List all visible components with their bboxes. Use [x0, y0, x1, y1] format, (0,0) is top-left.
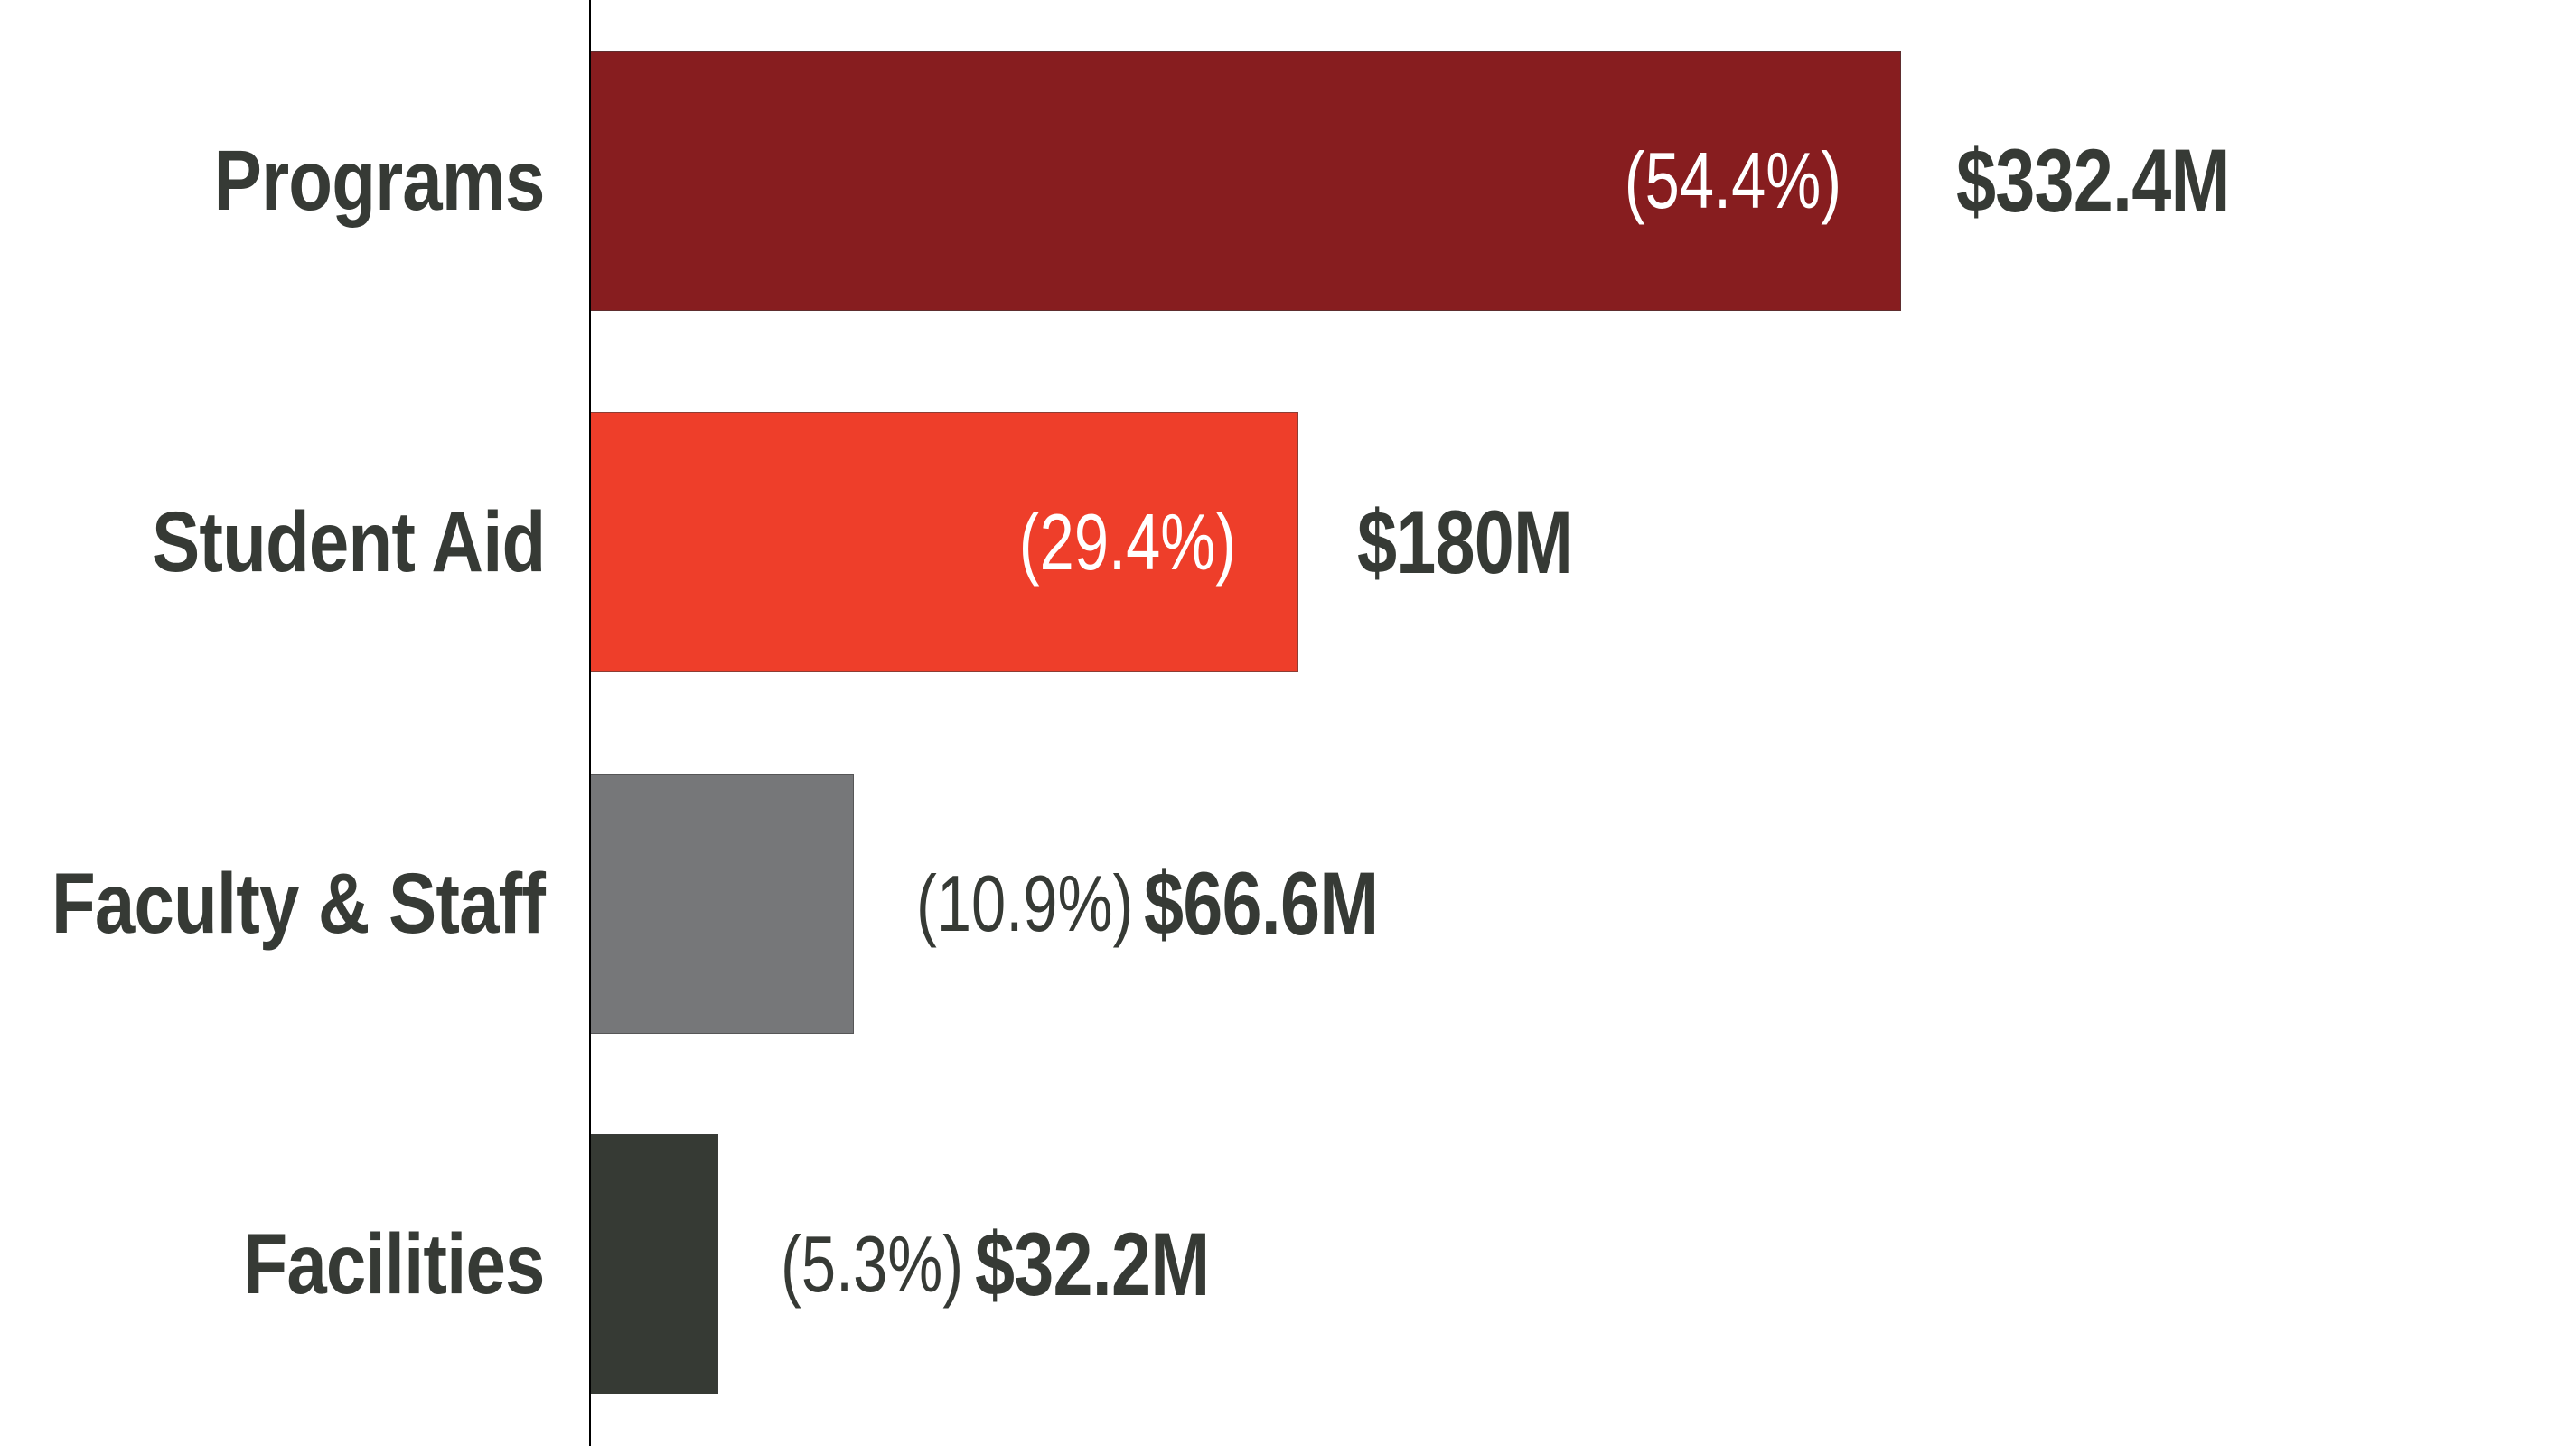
percent-label: (29.4%) [958, 412, 1236, 672]
bar-student-aid [591, 412, 1298, 672]
category-label-text: Programs [214, 132, 546, 229]
bar-programs [591, 51, 1901, 311]
bar-row-faculty-staff: Faculty & Staff (10.9%) $66.6M [0, 774, 2576, 1034]
percent-label-text: (29.4%) [1018, 497, 1236, 587]
category-label-text: Faculty & Staff [51, 855, 546, 952]
category-label-text: Facilities [243, 1216, 546, 1312]
bar-facilities [591, 1134, 718, 1394]
percent-label: (54.4%) [1563, 51, 1841, 311]
category-label: Facilities [186, 1134, 546, 1394]
amount-label: $180M [1357, 492, 1573, 592]
bar-faculty-staff [591, 774, 854, 1034]
bar-row-student-aid: Student Aid (29.4%) $180M [0, 412, 2576, 672]
percent-label-text: (10.9%) [916, 859, 1134, 948]
y-axis-line [589, 0, 591, 1446]
amount-label: $332.4M [1956, 130, 2230, 230]
percent-label-text: (5.3%) [781, 1219, 964, 1309]
bar-row-facilities: Facilities (5.3%) $32.2M [0, 1134, 2576, 1394]
value-label: $332.4M [1956, 51, 2298, 311]
category-label: Faculty & Staff [0, 774, 546, 1034]
category-label: Programs [151, 51, 546, 311]
category-label: Student Aid [77, 412, 545, 672]
value-label: (10.9%) $66.6M [916, 774, 1437, 1034]
bar-row-programs: Programs (54.4%) $332.4M [0, 51, 2576, 311]
amount-label: $66.6M [1144, 853, 1379, 953]
value-label: (5.3%) $32.2M [781, 1134, 1268, 1394]
value-label: $180M [1357, 412, 1626, 672]
category-label-text: Student Aid [151, 493, 545, 590]
amount-label: $32.2M [975, 1214, 1210, 1314]
percent-label-text: (54.4%) [1624, 136, 1841, 225]
